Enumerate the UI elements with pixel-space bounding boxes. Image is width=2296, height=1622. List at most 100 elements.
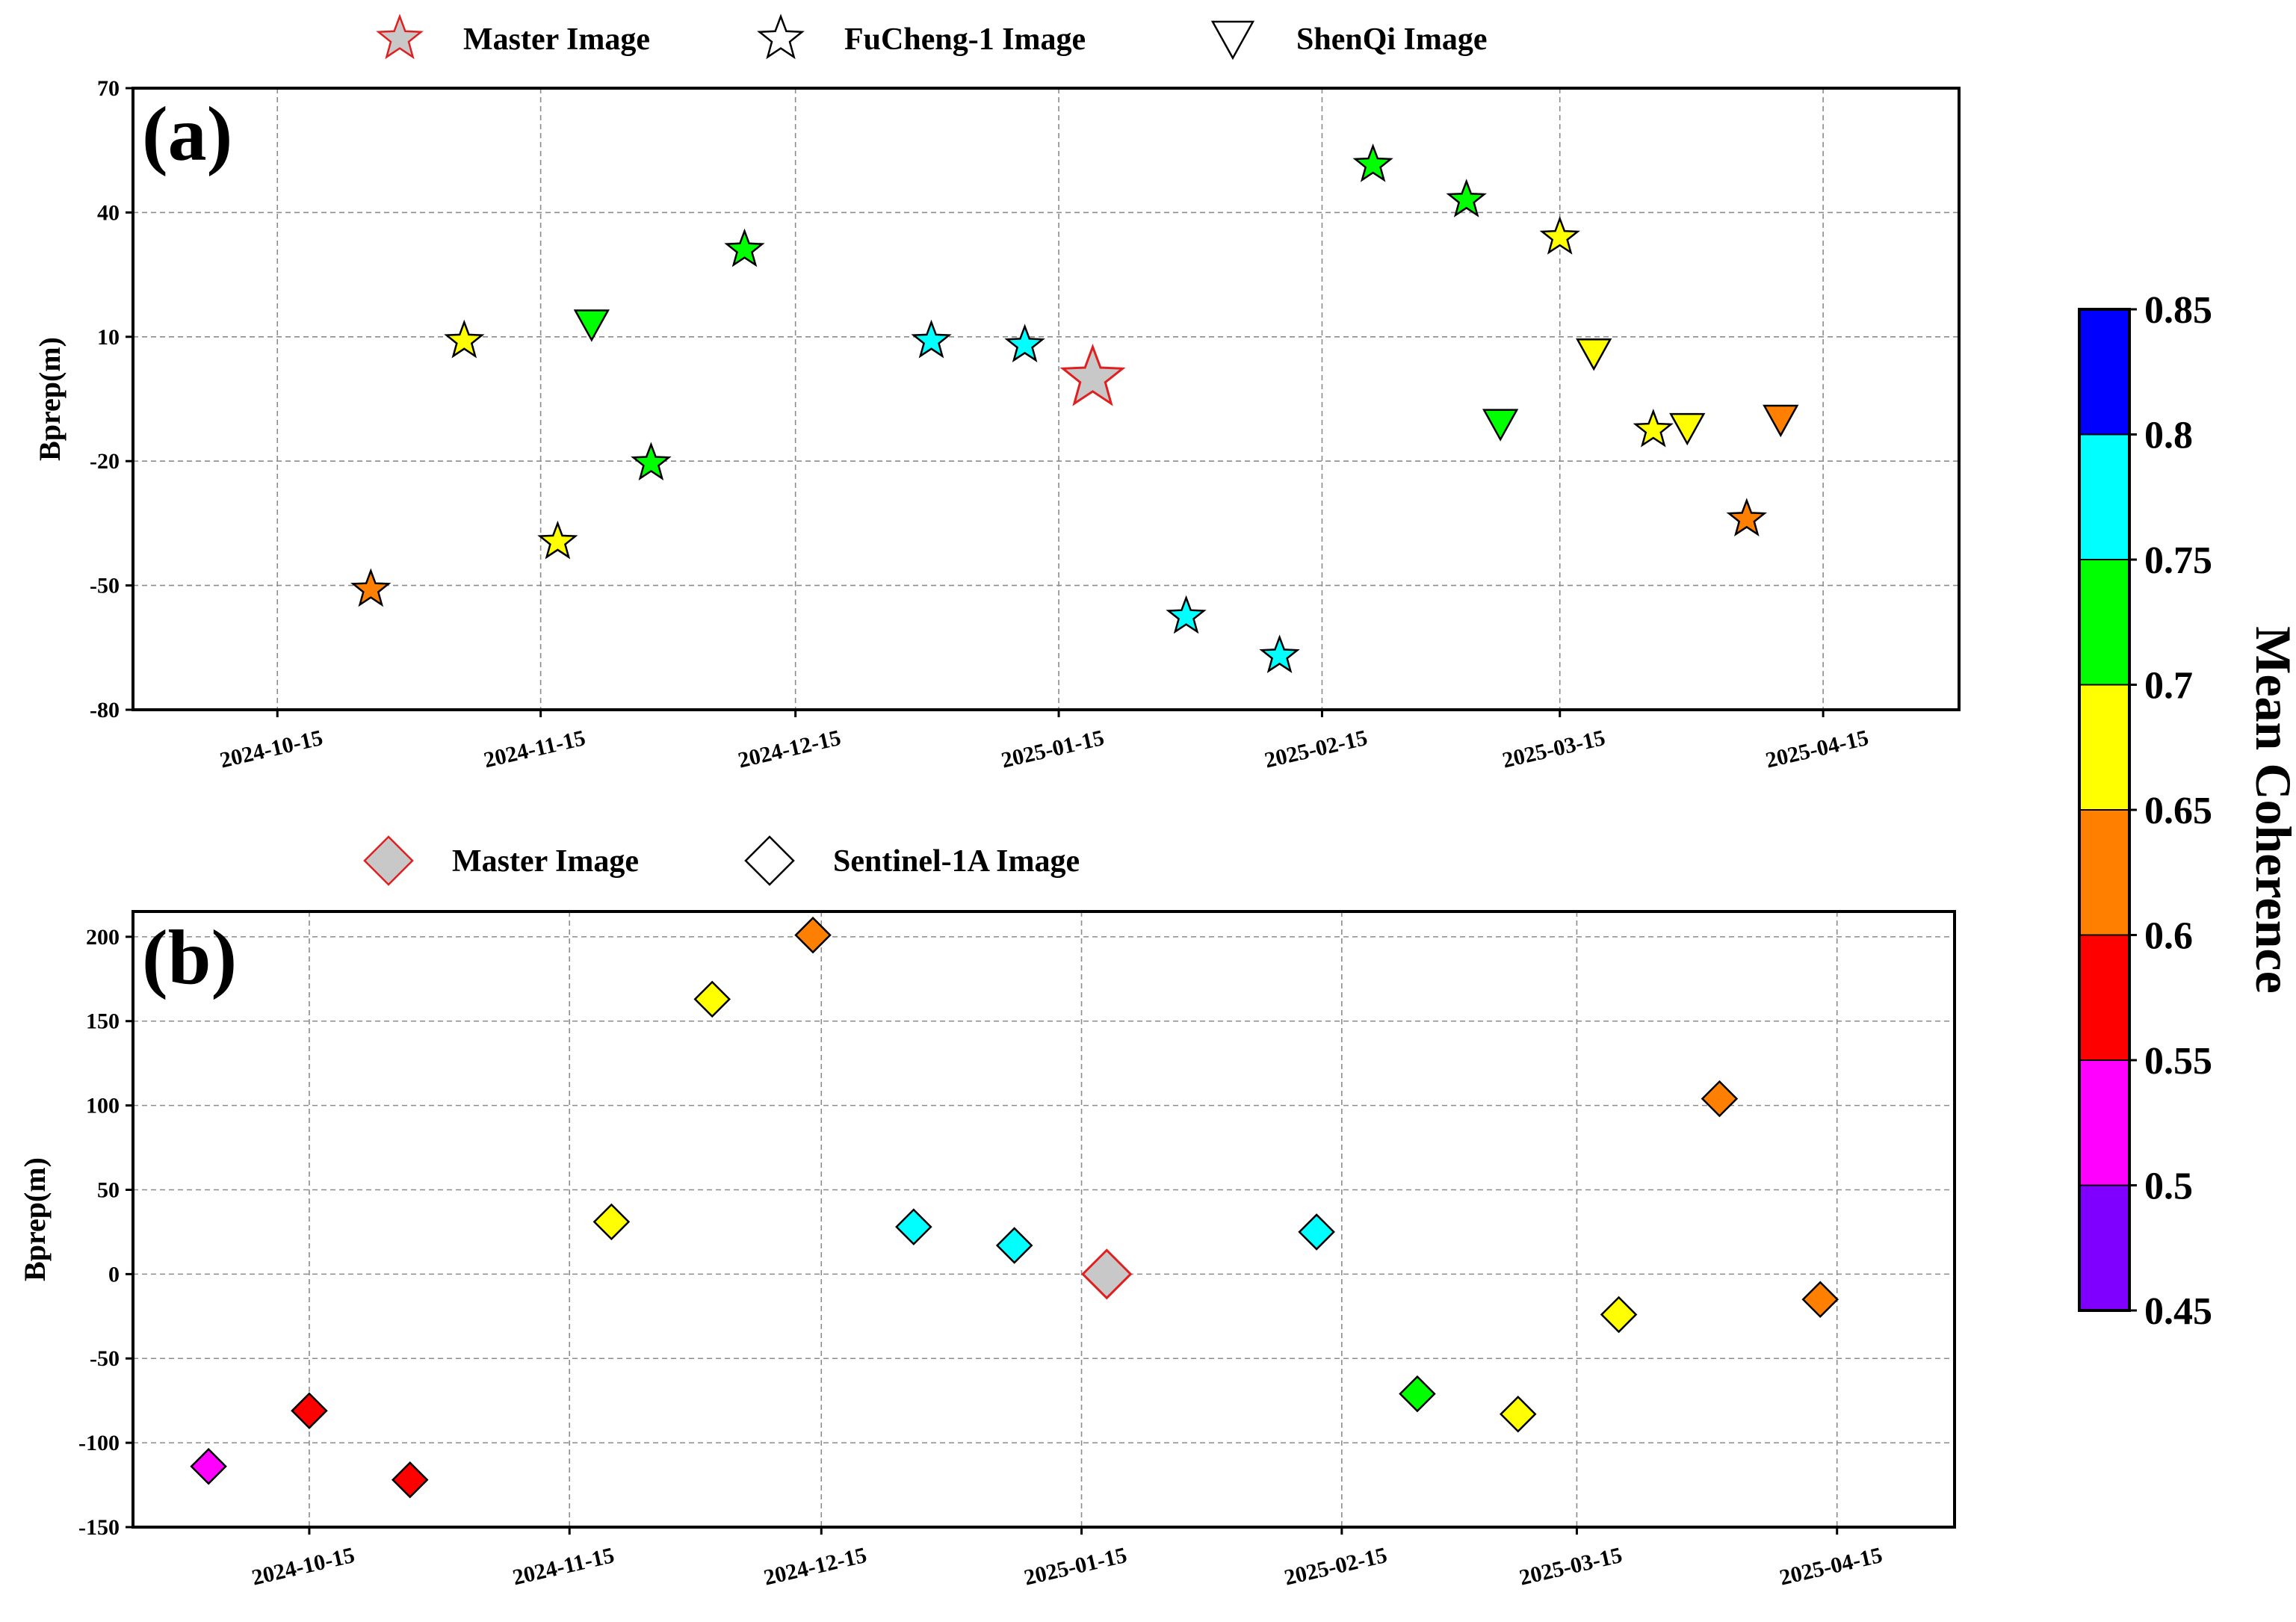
- x-tick-label: 2024-12-15: [761, 1543, 869, 1591]
- y-tick-label: -150: [78, 1515, 120, 1540]
- data-point-star: [724, 228, 765, 267]
- y-axis-label: Bprep(m): [33, 337, 66, 461]
- y-tick-label: 100: [86, 1094, 120, 1118]
- data-point-diamond: [1600, 1296, 1638, 1334]
- plot-frame: [131, 910, 1956, 1529]
- data-point-triangle-down: [1576, 338, 1612, 371]
- chart-panel-b: -150 -100 -50 0 50 100 150 200 2024-10-15 2024-11…: [18, 835, 1956, 1591]
- legend-marker-star: [757, 13, 805, 60]
- colorbar-tick-label: 0.55: [2144, 1040, 2212, 1083]
- y-tick-label: 40: [97, 200, 120, 225]
- y-tick-label: -100: [78, 1431, 120, 1455]
- colorbar-bin: [2079, 1184, 2130, 1311]
- plot-frame: [131, 87, 1961, 711]
- legend-marker-diamond: [744, 835, 795, 886]
- colorbar: 0.45 0.5 0.55 0.6 0.65 0.7 0.75 0.8 0.85 Mean Coh…: [2078, 289, 2296, 1333]
- x-tick-label: 2025-04-15: [1777, 1543, 1885, 1591]
- legend-label: Sentinel-1A Image: [833, 844, 1080, 879]
- master-data-point-diamond: [1081, 1248, 1133, 1300]
- panel-label: (a): [142, 91, 232, 177]
- data-point-diamond: [1801, 1281, 1839, 1318]
- data-point-triangle-down: [1482, 409, 1519, 442]
- x-tick-label: 2025-03-15: [1500, 725, 1608, 773]
- data-point-star: [1633, 409, 1674, 448]
- data-point-diamond: [693, 980, 731, 1018]
- legend-label: Master Image: [452, 844, 639, 879]
- y-tick-label: 200: [86, 925, 120, 950]
- data-point-diamond: [391, 1461, 429, 1499]
- data-point-diamond: [794, 916, 832, 954]
- colorbar-tick-label: 0.6: [2144, 915, 2193, 958]
- x-tick-label: 2025-03-15: [1517, 1543, 1624, 1591]
- data-point-star: [1446, 179, 1487, 217]
- legend-label: FuCheng-1 Image: [844, 22, 1086, 57]
- colorbar-label: Mean Coherence: [2245, 626, 2296, 994]
- y-axis-label: Bprep(m): [18, 1157, 52, 1281]
- y-tick-label: -50: [90, 574, 120, 598]
- colorbar-tick-label: 0.75: [2144, 539, 2212, 582]
- data-point-diamond: [995, 1227, 1033, 1264]
- data-point-diamond: [1298, 1213, 1335, 1251]
- colorbar-bin: [2079, 684, 2130, 811]
- y-tick-label: 50: [97, 1177, 120, 1202]
- colorbar-tick-label: 0.7: [2144, 665, 2193, 708]
- data-point-diamond: [291, 1392, 328, 1429]
- x-tick-label: 2024-12-15: [736, 725, 844, 773]
- x-tick-label: 2025-02-15: [1262, 725, 1370, 773]
- y-tick-label: -20: [90, 449, 120, 474]
- data-point-diamond: [1500, 1395, 1537, 1433]
- x-tick-label: 2025-01-15: [999, 725, 1107, 773]
- colorbar-tick-label: 0.8: [2144, 415, 2193, 457]
- data-point-star: [537, 520, 578, 560]
- x-tick-label: 2025-01-15: [1022, 1543, 1130, 1591]
- colorbar-tick-label: 0.5: [2144, 1166, 2193, 1208]
- x-tick-label: 2024-10-15: [217, 725, 325, 773]
- x-tick-label: 2024-11-15: [510, 1543, 616, 1590]
- data-point-star: [631, 442, 672, 481]
- data-point-triangle-down: [1669, 412, 1706, 446]
- master-data-point-star: [1059, 344, 1126, 406]
- legend-marker-star: [376, 13, 424, 60]
- data-point-star: [911, 319, 952, 359]
- y-tick-label: 0: [108, 1262, 120, 1287]
- colorbar-bin: [2079, 934, 2130, 1061]
- colorbar-tick-label: 0.65: [2144, 790, 2212, 832]
- data-point-star: [1166, 595, 1207, 634]
- colorbar-tick-label: 0.45: [2144, 1290, 2212, 1333]
- data-point-diamond: [190, 1447, 227, 1485]
- data-point-star: [1259, 634, 1300, 673]
- colorbar-bin: [2079, 809, 2130, 936]
- colorbar-bin: [2079, 1059, 2130, 1186]
- data-point-diamond: [1399, 1375, 1436, 1413]
- data-point-star: [1352, 143, 1393, 182]
- colorbar-bin: [2079, 433, 2130, 560]
- colorbar-bin: [2079, 309, 2130, 436]
- colorbar-tick-label: 0.85: [2144, 289, 2212, 332]
- data-point-star: [444, 319, 485, 359]
- data-point-triangle-down: [1763, 404, 1799, 438]
- y-tick-label: -80: [90, 698, 120, 722]
- x-tick-label: 2024-10-15: [250, 1543, 357, 1591]
- x-tick-label: 2024-11-15: [481, 725, 587, 773]
- y-tick-label: -50: [90, 1346, 120, 1371]
- data-point-star: [350, 568, 392, 607]
- data-point-star: [1539, 216, 1580, 255]
- chart-panel-a: -80 -50 -20 10 40 70 2024-10-15 2024-11-15 2024-…: [33, 13, 1961, 773]
- data-point-star: [1004, 324, 1045, 362]
- data-point-diamond: [1701, 1080, 1739, 1118]
- legend-marker-diamond: [363, 835, 414, 886]
- data-point-star: [1726, 498, 1768, 536]
- data-point-diamond: [592, 1203, 631, 1241]
- data-point-triangle-down: [573, 309, 610, 342]
- panel-label: (b): [142, 914, 237, 1000]
- legend-label: Master Image: [463, 22, 650, 57]
- legend-marker-triangle-down: [1210, 20, 1255, 61]
- y-tick-label: 150: [86, 1009, 120, 1034]
- legend-label: ShenQi Image: [1296, 22, 1488, 57]
- data-point-diamond: [895, 1208, 932, 1245]
- x-tick-label: 2025-02-15: [1282, 1543, 1390, 1591]
- y-tick-label: 70: [97, 76, 120, 101]
- colorbar-bin: [2079, 559, 2130, 686]
- x-tick-label: 2025-04-15: [1763, 725, 1871, 773]
